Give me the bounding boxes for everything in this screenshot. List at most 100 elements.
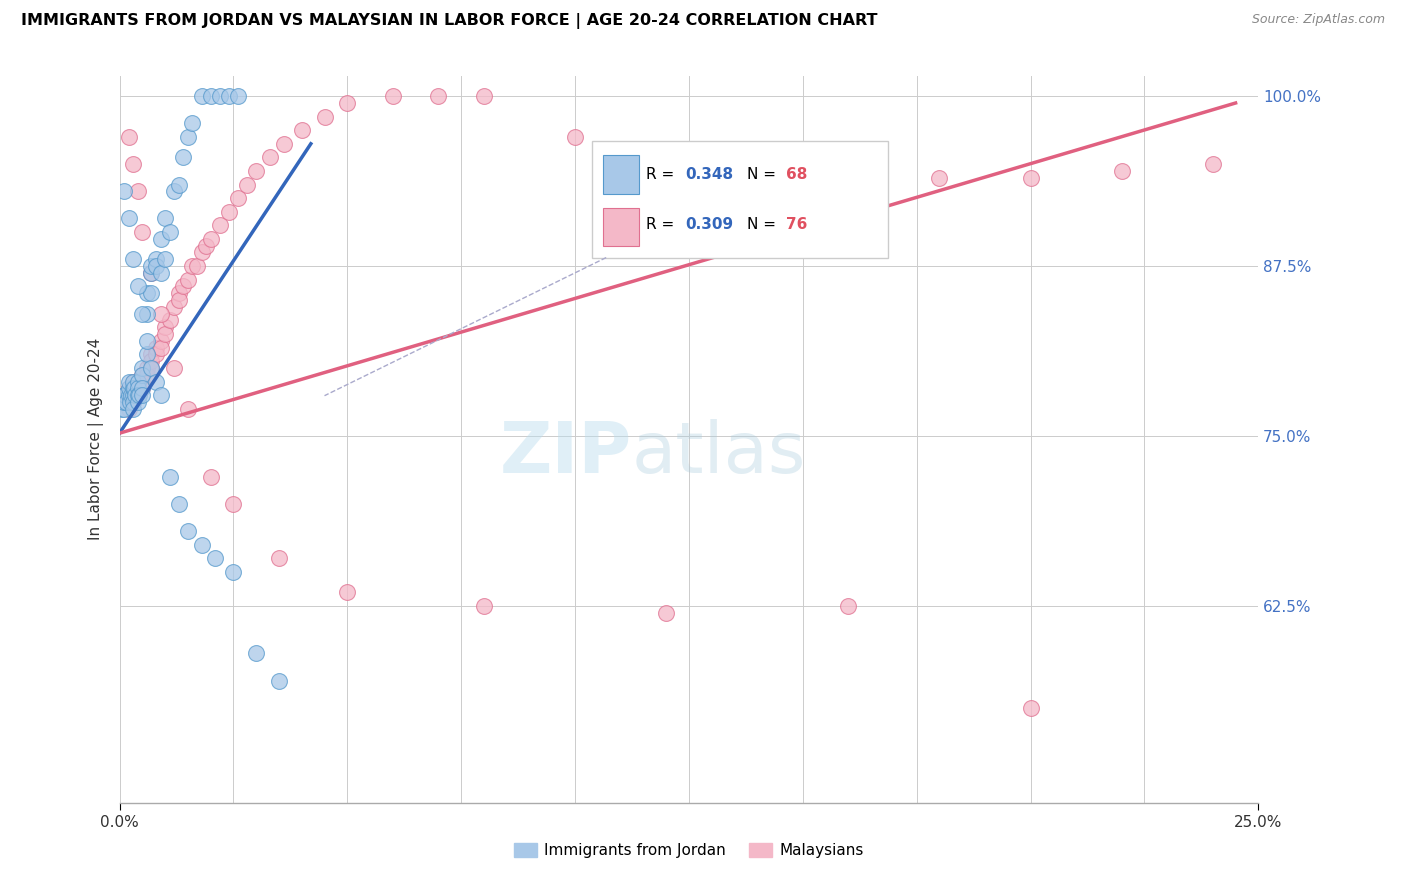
FancyBboxPatch shape bbox=[603, 155, 638, 194]
Point bbox=[837, 599, 859, 613]
Point bbox=[135, 361, 157, 376]
Point bbox=[167, 497, 190, 511]
Point bbox=[163, 184, 186, 198]
Point bbox=[127, 395, 149, 409]
Point bbox=[181, 259, 204, 273]
Point bbox=[190, 245, 212, 260]
Point bbox=[655, 606, 678, 620]
Point bbox=[273, 136, 295, 151]
Text: ZIP: ZIP bbox=[499, 419, 633, 488]
Point bbox=[135, 307, 157, 321]
Point bbox=[1019, 700, 1042, 714]
FancyBboxPatch shape bbox=[603, 208, 638, 246]
Point bbox=[127, 388, 149, 402]
Point bbox=[218, 89, 240, 103]
Point bbox=[112, 184, 135, 198]
Text: 0.348: 0.348 bbox=[685, 168, 733, 183]
Point bbox=[226, 89, 249, 103]
Point bbox=[117, 388, 139, 402]
Point bbox=[141, 361, 163, 376]
Point bbox=[127, 381, 149, 395]
Point bbox=[122, 375, 145, 389]
Point bbox=[314, 110, 336, 124]
Point bbox=[115, 395, 138, 409]
Point bbox=[1111, 164, 1133, 178]
Point bbox=[127, 184, 149, 198]
Point bbox=[117, 375, 139, 389]
Point bbox=[112, 395, 135, 409]
Point bbox=[181, 116, 204, 130]
Point bbox=[111, 401, 134, 416]
Point bbox=[200, 232, 222, 246]
Point bbox=[122, 401, 145, 416]
Point bbox=[218, 204, 240, 219]
Point bbox=[111, 395, 134, 409]
Point bbox=[149, 266, 172, 280]
Point bbox=[135, 368, 157, 382]
Point bbox=[131, 225, 153, 239]
Point bbox=[427, 89, 450, 103]
Point bbox=[190, 89, 212, 103]
Point bbox=[149, 341, 172, 355]
Point bbox=[122, 381, 145, 395]
Point bbox=[131, 381, 153, 395]
Point bbox=[117, 130, 139, 145]
Point bbox=[472, 599, 495, 613]
Text: 76: 76 bbox=[786, 218, 807, 233]
Point bbox=[153, 320, 176, 334]
Point bbox=[127, 375, 149, 389]
Point bbox=[177, 401, 200, 416]
Point bbox=[141, 361, 163, 376]
Point bbox=[122, 388, 145, 402]
Point bbox=[141, 354, 163, 368]
Point bbox=[1019, 170, 1042, 185]
Point bbox=[145, 341, 167, 355]
Point bbox=[114, 388, 136, 402]
Point bbox=[141, 266, 163, 280]
Point bbox=[236, 178, 259, 192]
Point bbox=[149, 307, 172, 321]
Point bbox=[135, 334, 157, 348]
Point bbox=[159, 469, 181, 483]
Text: N =: N = bbox=[747, 168, 780, 183]
Point bbox=[120, 388, 142, 402]
Text: N =: N = bbox=[747, 218, 780, 233]
Point bbox=[141, 259, 163, 273]
Point bbox=[172, 279, 194, 293]
Point bbox=[145, 259, 167, 273]
Point bbox=[117, 401, 139, 416]
Point bbox=[145, 347, 167, 361]
Point bbox=[118, 395, 141, 409]
Point bbox=[122, 157, 145, 171]
Text: Source: ZipAtlas.com: Source: ZipAtlas.com bbox=[1251, 13, 1385, 27]
Point bbox=[177, 130, 200, 145]
Point bbox=[564, 130, 586, 145]
Text: 0.309: 0.309 bbox=[685, 218, 733, 233]
Point bbox=[336, 585, 359, 599]
Point bbox=[141, 347, 163, 361]
Point bbox=[112, 401, 135, 416]
Point bbox=[200, 469, 222, 483]
Point bbox=[159, 225, 181, 239]
Point bbox=[928, 170, 950, 185]
Point bbox=[149, 334, 172, 348]
Point bbox=[124, 388, 146, 402]
Point bbox=[131, 381, 153, 395]
Point bbox=[195, 238, 218, 252]
Y-axis label: In Labor Force | Age 20-24: In Labor Force | Age 20-24 bbox=[87, 338, 104, 541]
Point bbox=[153, 252, 176, 267]
Point bbox=[117, 211, 139, 226]
Point bbox=[259, 150, 281, 164]
Point bbox=[190, 538, 212, 552]
Point bbox=[122, 252, 145, 267]
Point bbox=[112, 395, 135, 409]
Point bbox=[131, 368, 153, 382]
Point bbox=[186, 259, 208, 273]
Point bbox=[135, 286, 157, 301]
Point bbox=[131, 368, 153, 382]
Point bbox=[127, 381, 149, 395]
Point bbox=[200, 89, 222, 103]
Point bbox=[131, 361, 153, 376]
Text: R =: R = bbox=[645, 168, 679, 183]
Legend: Immigrants from Jordan, Malaysians: Immigrants from Jordan, Malaysians bbox=[508, 837, 870, 864]
